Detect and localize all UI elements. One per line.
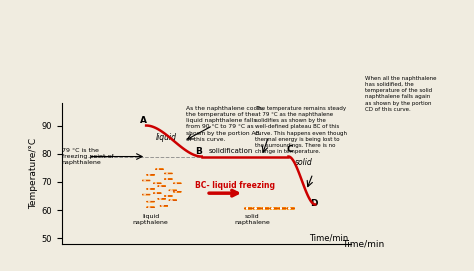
Text: The temperature remains steady
at 79 °C as the naphthalene
solidifies as shown b: The temperature remains steady at 79 °C … [255, 106, 347, 154]
Text: A: A [140, 116, 147, 125]
Text: D: D [310, 199, 318, 208]
Text: 79 °C is the
freezing point of
naphthalene: 79 °C is the freezing point of naphthale… [62, 148, 113, 165]
Text: B: B [195, 147, 202, 156]
Text: liquid
napthalene: liquid napthalene [133, 214, 168, 225]
Text: solidification: solidification [209, 148, 253, 154]
Text: solid
napthalene: solid napthalene [234, 214, 270, 225]
Text: When all the naphthalene
has solidified, the
temperature of the solid
naphthalen: When all the naphthalene has solidified,… [365, 76, 437, 112]
Text: C: C [286, 145, 293, 154]
Text: liquid: liquid [155, 133, 177, 142]
Text: As the naphthalene cools,
the temperature of the
liquid naphthalene falls
from 9: As the naphthalene cools, the temperatur… [186, 106, 264, 142]
Text: solid: solid [295, 158, 313, 167]
Text: BC- liquid freezing: BC- liquid freezing [195, 181, 275, 190]
Text: Time/min: Time/min [342, 239, 384, 249]
Text: Time/min: Time/min [310, 234, 348, 243]
Y-axis label: Temperature/°C: Temperature/°C [29, 138, 38, 209]
